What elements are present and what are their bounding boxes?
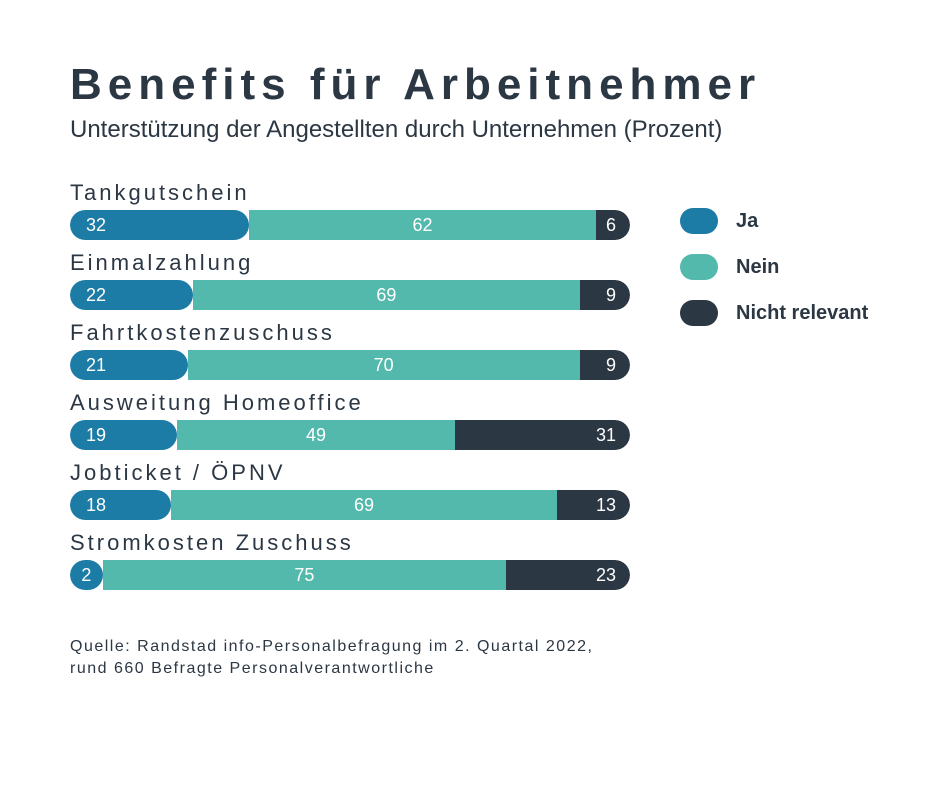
stacked-bar: 27523: [70, 560, 630, 590]
chart-body: Tankgutschein32626Einmalzahlung22699Fahr…: [70, 180, 870, 600]
segment-nein: 75: [103, 560, 507, 590]
legend-label: Nein: [736, 256, 779, 279]
category-label: Tankgutschein: [70, 180, 630, 206]
chart-subtitle: Unterstützung der Angestellten durch Unt…: [70, 116, 870, 144]
segment-nicht-relevant: 23: [506, 560, 630, 590]
stacked-bar: 22699: [70, 280, 630, 310]
segment-ja: 22: [70, 280, 193, 310]
legend: Ja Nein Nicht relevant: [680, 208, 868, 600]
segment-ja: 32: [70, 210, 249, 240]
stacked-bar: 21709: [70, 350, 630, 380]
legend-swatch: [680, 208, 718, 234]
legend-swatch: [680, 254, 718, 280]
stacked-bar: 194931: [70, 420, 630, 450]
legend-item: Ja: [680, 208, 868, 234]
segment-nein: 49: [177, 420, 454, 450]
source-note: Quelle: Randstad info-Personalbefragung …: [70, 636, 610, 681]
legend-label: Ja: [736, 210, 758, 233]
category-label: Einmalzahlung: [70, 250, 630, 276]
bar-row: Stromkosten Zuschuss 27523: [70, 530, 630, 590]
segment-ja: 2: [70, 560, 103, 590]
bar-row: Ausweitung Homeoffice 194931: [70, 390, 630, 450]
segment-nicht-relevant: 9: [580, 350, 630, 380]
segment-nicht-relevant: 13: [557, 490, 630, 520]
legend-swatch: [680, 300, 718, 326]
legend-item: Nein: [680, 254, 868, 280]
segment-nein: 69: [193, 280, 579, 310]
category-label: Stromkosten Zuschuss: [70, 530, 630, 556]
segment-nein: 69: [171, 490, 557, 520]
segment-ja: 19: [70, 420, 177, 450]
category-label: Ausweitung Homeoffice: [70, 390, 630, 416]
legend-item: Nicht relevant: [680, 300, 868, 326]
category-label: Fahrtkostenzuschuss: [70, 320, 630, 346]
segment-nicht-relevant: 6: [596, 210, 630, 240]
segment-ja: 18: [70, 490, 171, 520]
segment-nein: 70: [188, 350, 580, 380]
bar-chart: Tankgutschein32626Einmalzahlung22699Fahr…: [70, 180, 630, 600]
segment-nein: 62: [249, 210, 596, 240]
segment-ja: 21: [70, 350, 188, 380]
bar-row: Fahrtkostenzuschuss 21709: [70, 320, 630, 380]
chart-container: Benefits für Arbeitnehmer Unterstützung …: [0, 0, 940, 681]
stacked-bar: 186913: [70, 490, 630, 520]
bar-row: Einmalzahlung 22699: [70, 250, 630, 310]
segment-nicht-relevant: 31: [455, 420, 630, 450]
chart-title: Benefits für Arbeitnehmer: [70, 60, 870, 110]
bar-row: Jobticket / ÖPNV 186913: [70, 460, 630, 520]
bar-row: Tankgutschein 32626: [70, 180, 630, 240]
stacked-bar: 32626: [70, 210, 630, 240]
category-label: Jobticket / ÖPNV: [70, 460, 630, 486]
segment-nicht-relevant: 9: [580, 280, 630, 310]
legend-label: Nicht relevant: [736, 302, 868, 325]
